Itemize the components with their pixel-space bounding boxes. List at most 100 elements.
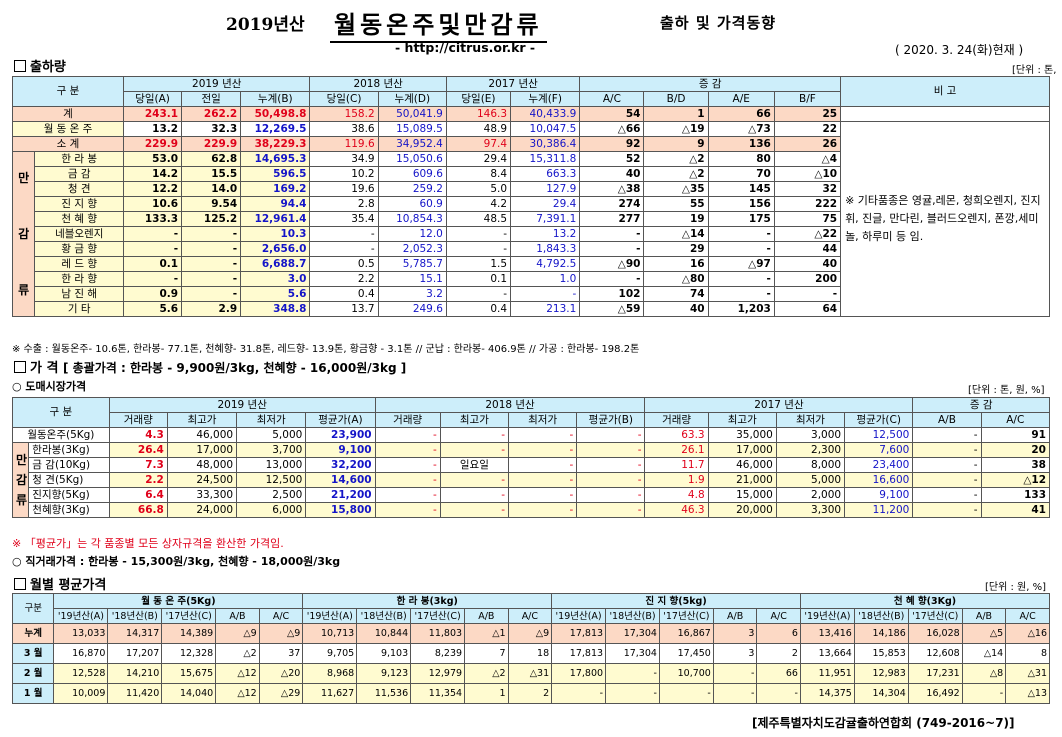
- wholesale-cell: 6,000: [236, 502, 307, 518]
- wholesale-cell: 26.1: [644, 442, 709, 458]
- monthly-subheader: A/C: [258, 608, 304, 624]
- monthly-cell: 3: [712, 643, 758, 664]
- shipment-side-label: 만 감 류: [11, 151, 36, 317]
- shipment-cell: -: [707, 271, 775, 287]
- shipment-cell: 34,952.4: [377, 136, 447, 152]
- monthly-cell: 11,803: [410, 623, 466, 644]
- shipment-cell: 0.4: [309, 286, 379, 302]
- shipment-cell: 75: [773, 211, 842, 227]
- shipment-cell: △38: [579, 181, 645, 197]
- shipment-cell: 16: [643, 256, 709, 272]
- url-link[interactable]: - http://citrus.or.kr -: [395, 40, 536, 55]
- wholesale-cell: 133: [980, 487, 1051, 503]
- monthly-cell: -: [712, 663, 758, 684]
- shipment-cell: 13.2: [123, 121, 183, 137]
- shipment-cell: 259.2: [377, 181, 447, 197]
- shipment-cell: 2,656.0: [240, 241, 311, 257]
- shipment-cell: 29.4: [445, 151, 512, 167]
- shipment-row-name: 월 동 온 주: [11, 121, 125, 137]
- monthly-unit: [단위 : 원, %]: [985, 582, 1046, 593]
- shipment-cell: 19.6: [309, 181, 379, 197]
- wholesale-cell: 24,500: [166, 472, 238, 488]
- shipment-cell: 8.4: [445, 166, 512, 182]
- shipment-cell: 26: [773, 136, 842, 152]
- shipment-subheader: 당일(C): [309, 91, 379, 107]
- wholesale-cell: 8,000: [775, 457, 846, 473]
- monthly-row-name: 누계: [11, 623, 55, 644]
- shipment-row: 월 동 온 주 13.2 32.3 12,269.5 38.6 15,089.5 48.9 1…: [11, 121, 1050, 317]
- wholesale-cell: -: [576, 457, 646, 473]
- monthly-subheader: '19년산(A): [799, 608, 855, 624]
- shipment-subheader: 당일(E): [445, 91, 512, 107]
- wholesale-cell: 41: [980, 502, 1051, 518]
- wholesale-row: 진지향(5Kg) 6.4 33,300 2,500 21,200- - - -4.8 15,00…: [13, 487, 1051, 503]
- wholesale-cell: 7.3: [108, 457, 168, 473]
- monthly-cell: 14,317: [107, 623, 163, 644]
- checkbox-icon: [14, 361, 26, 373]
- shipment-cell: 32: [773, 181, 842, 197]
- wholesale-subheader: 최고가: [707, 412, 777, 428]
- shipment-row-name: 네블오렌지: [34, 226, 125, 242]
- wholesale-cell: -: [912, 502, 982, 518]
- monthly-cell: 12,528: [53, 663, 109, 684]
- shipment-cell: 10.2: [309, 166, 379, 182]
- shipment-remarks: [840, 106, 1050, 122]
- shipment-cell: 1,843.3: [510, 241, 581, 257]
- monthly-subheader: '17년산(C): [658, 608, 714, 624]
- wholesale-cell: 2,000: [775, 487, 846, 503]
- monthly-subheader: '17년산(C): [410, 608, 466, 624]
- monthly-cell: 12,979: [410, 663, 466, 684]
- shipment-cell: △90: [579, 256, 645, 272]
- wholesale-subheader: 거래량: [108, 412, 168, 428]
- wholesale-header-gubun: 구 분: [12, 397, 110, 428]
- shipment-cell: △14: [643, 226, 709, 242]
- shipment-cell: 1.0: [510, 271, 581, 287]
- monthly-subheader: '18년산(B): [356, 608, 412, 624]
- shipment-cell: 4,792.5: [510, 256, 581, 272]
- monthly-table: 구분 월 동 온 주(5Kg) 한 라 봉(3kg) 진 지 향(5kg) 천 혜 향(…: [11, 593, 1051, 704]
- wholesale-cell: 17,000: [707, 442, 777, 458]
- wholesale-cell: 2.2: [108, 472, 168, 488]
- shipment-cell: 136: [707, 136, 775, 152]
- monthly-cell: 16,492: [907, 683, 963, 704]
- monthly-cell: 13,033: [53, 623, 109, 644]
- monthly-cell: 16,870: [53, 643, 109, 664]
- shipment-cell: -: [773, 286, 842, 302]
- section-price-title: 가 격 [ 총괄가격 : 한라봉 - 9,900원/3kg, 천혜향 - 16,…: [14, 357, 406, 376]
- wholesale-cell: 17,000: [166, 442, 238, 458]
- wholesale-cell: 32,200: [305, 457, 376, 473]
- monthly-cell: 3: [712, 623, 758, 644]
- shipment-cell: -: [181, 256, 242, 272]
- shipment-cell: -: [579, 241, 645, 257]
- shipment-cell: △2: [643, 166, 709, 182]
- wholesale-cell: 12,500: [844, 427, 914, 443]
- monthly-cell: △31: [1005, 663, 1050, 684]
- wholesale-cell: -: [507, 502, 578, 518]
- monthly-cell: 14,304: [853, 683, 909, 704]
- shipment-header-2017: 2017 년산: [445, 76, 581, 92]
- wholesale-cell: -: [439, 502, 510, 518]
- shipment-cell: 15.1: [377, 271, 447, 287]
- shipment-row-name: 소 계: [11, 136, 125, 152]
- wholesale-cell: -: [912, 487, 982, 503]
- wholesale-row-name: 천혜향(3Kg): [28, 502, 110, 518]
- shipment-header-remarks: 비 고: [840, 76, 1050, 107]
- wholesale-cell: 2,300: [775, 442, 846, 458]
- wholesale-cell: 13,000: [236, 457, 307, 473]
- wholesale-cell: 3,300: [775, 502, 846, 518]
- shipment-row-name: 천 혜 향: [34, 211, 125, 227]
- shipment-cell: 262.2: [181, 106, 242, 122]
- shipment-row: 금 감 14.2 15.5 596.5 10.2 609.6 8.4 663.3 40 △2 70 △…: [13, 166, 1050, 182]
- shipment-cell: 48.5: [445, 211, 512, 227]
- wholesale-subheader: 평균가(B): [576, 412, 646, 428]
- wholesale-subheader: 평균가(A): [305, 412, 376, 428]
- monthly-subheader: '19년산(A): [551, 608, 607, 624]
- shipment-cell: 40: [579, 166, 645, 182]
- monthly-row: 3 월 16,870 17,207 12,328 △2 37 9,705 9,103 8,239…: [11, 643, 1050, 664]
- shipment-cell: 12,269.5: [240, 121, 311, 137]
- shipment-cell: 15.5: [181, 166, 242, 182]
- monthly-group-header: 진 지 향(5kg): [551, 593, 801, 609]
- wholesale-cell: -: [507, 457, 578, 473]
- shipment-cell: 663.3: [510, 166, 581, 182]
